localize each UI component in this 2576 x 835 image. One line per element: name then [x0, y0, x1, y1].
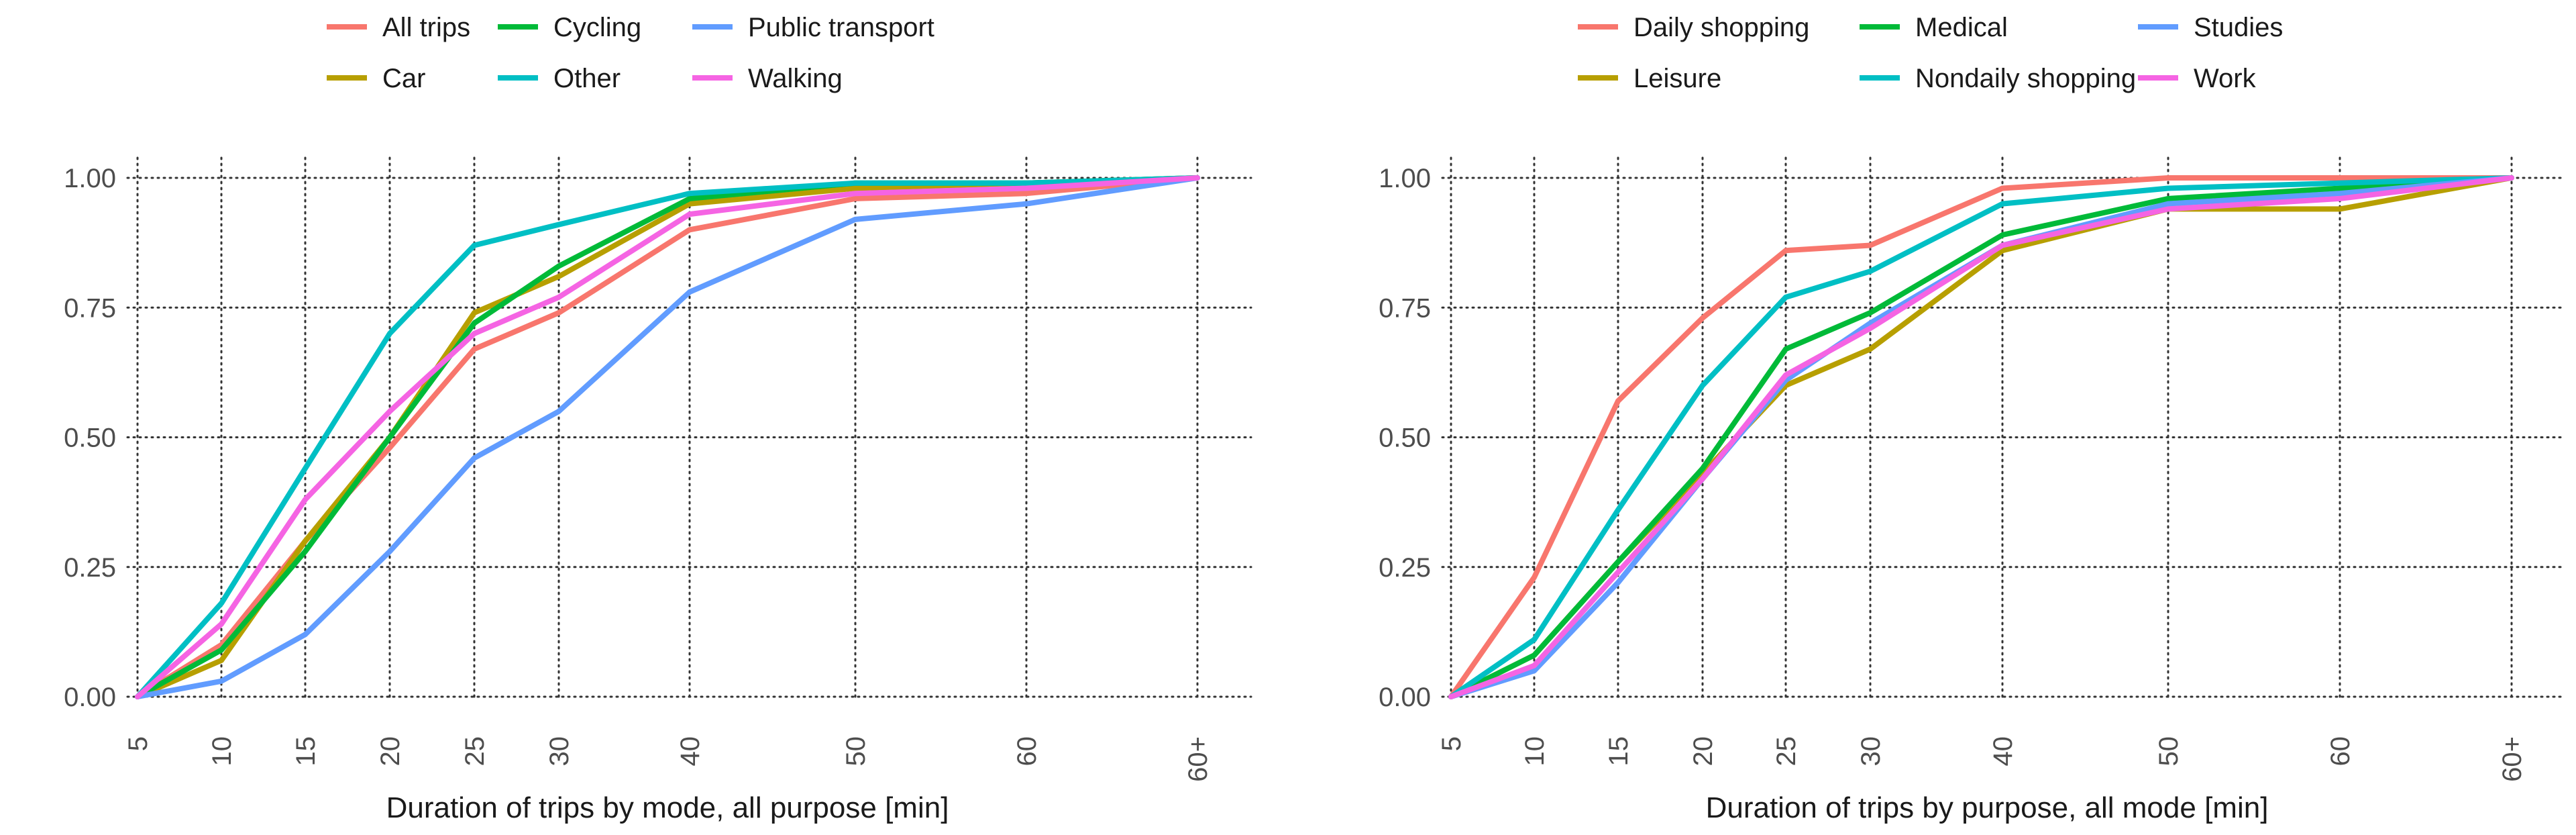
y-tick-label: 0.50: [64, 424, 116, 453]
series-line-medical: [1448, 175, 2514, 699]
x-tick-label: 40: [1988, 736, 2018, 767]
y-tick-label: 1.00: [1379, 164, 1431, 193]
y-tick-label: 0.00: [64, 683, 116, 712]
series-line-work: [1448, 175, 2514, 699]
legend-label: Medical: [1915, 13, 2008, 42]
series-line-public-transport: [135, 175, 1200, 699]
x-tick-label: 15: [291, 736, 321, 767]
y-tick-label: 0.75: [1379, 293, 1431, 323]
x-tick-label: 20: [1688, 736, 1718, 767]
x-tick-label: 60: [1012, 736, 1042, 767]
x-tick-label: 40: [676, 736, 705, 767]
series-line-nondaily-shopping: [1448, 175, 2514, 699]
x-tick-label: 50: [2154, 736, 2184, 767]
x-tick-label: 10: [207, 736, 237, 767]
legend-label: Nondaily shopping: [1915, 64, 2136, 93]
y-tick-label: 0.50: [1379, 424, 1431, 453]
series-line-all-trips: [135, 175, 1200, 699]
x-tick-label: 30: [545, 736, 574, 767]
legend-label: Car: [382, 64, 425, 93]
y-tick-label: 0.25: [64, 553, 116, 583]
series-line-walking: [135, 175, 1200, 699]
x-tick-label: 60+: [2498, 736, 2527, 782]
x-tick-label: 30: [1856, 736, 1886, 767]
x-tick-label: 5: [123, 736, 153, 751]
x-tick-label: 5: [1437, 736, 1466, 751]
x-tick-label: 25: [460, 736, 490, 767]
legend-label: Cycling: [553, 13, 641, 42]
x-tick-label: 15: [1604, 736, 1633, 767]
x-tick-label: 20: [376, 736, 405, 767]
legend-label: Leisure: [1633, 64, 1721, 93]
x-tick-label: 25: [1772, 736, 1801, 767]
legend-label: All trips: [382, 13, 470, 42]
x-tick-label: 50: [841, 736, 871, 767]
y-tick-label: 0.75: [64, 293, 116, 323]
y-tick-label: 0.00: [1379, 683, 1431, 712]
x-axis-title: Duration of trips by mode, all purpose […: [386, 791, 949, 824]
legend-label: Public transport: [748, 13, 934, 42]
legend-label: Studies: [2194, 13, 2283, 42]
legend-label: Daily shopping: [1633, 13, 1809, 42]
x-tick-label: 10: [1520, 736, 1550, 767]
x-tick-label: 60+: [1183, 736, 1213, 782]
chart-panel-1: 0.00 0.25 0.50 0.75 1.00 5 10 15 20 25 30 40 50 60 60+…: [64, 13, 1252, 824]
chart-panel-2: 0.00 0.25 0.50 0.75 1.00 5 10 15 20 25 30 40 50 60 60+…: [1379, 13, 2564, 824]
series-line-daily-shopping: [1448, 175, 2514, 699]
legend-label: Walking: [748, 64, 843, 93]
x-tick-label: 60: [2326, 736, 2355, 767]
legend-label: Other: [553, 64, 621, 93]
series-line-other: [135, 175, 1200, 699]
legend-label: Work: [2194, 64, 2257, 93]
y-tick-label: 1.00: [64, 164, 116, 193]
y-tick-label: 0.25: [1379, 553, 1431, 583]
x-axis-title: Duration of trips by purpose, all mode […: [1706, 791, 2269, 824]
